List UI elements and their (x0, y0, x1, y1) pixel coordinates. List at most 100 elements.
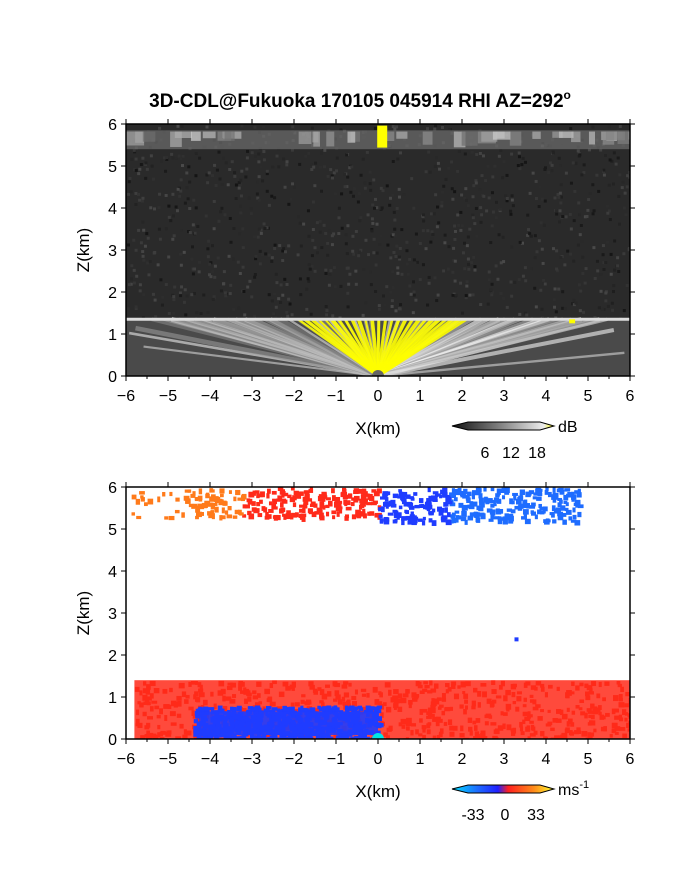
velocity-pixel (445, 519, 452, 523)
noise-speckle (557, 220, 561, 224)
x-tick-label: 1 (416, 388, 425, 405)
noise-speckle (214, 184, 218, 188)
velocity-pixel (309, 503, 316, 507)
noise-speckle (238, 183, 242, 187)
noise-speckle (150, 164, 154, 168)
noise-speckle (613, 268, 617, 272)
noise-speckle (257, 152, 261, 156)
noise-speckle (354, 269, 358, 273)
noise-speckle (217, 150, 221, 154)
velocity-pixel (455, 515, 460, 519)
noise-speckle (292, 185, 296, 189)
noise-speckle (391, 233, 395, 237)
noise-speckle (345, 185, 349, 189)
noise-speckle (194, 206, 198, 210)
velocity-pixel (458, 491, 463, 496)
velocity-pixel (565, 509, 572, 515)
x-tick-label: 0 (374, 388, 383, 405)
velocity-pixel (567, 492, 573, 497)
noise-speckle (257, 160, 261, 164)
velocity-pixel (528, 490, 535, 495)
noise-speckle (187, 230, 191, 234)
velocity-pixel (347, 706, 353, 711)
velocity-pixel (531, 511, 537, 516)
noise-speckle (397, 187, 401, 191)
approaching-region (199, 711, 378, 735)
noise-speckle (505, 305, 509, 309)
noise-speckle (447, 166, 451, 170)
velocity-pixel (426, 498, 432, 502)
velocity-pixel (392, 519, 398, 524)
noise-speckle (219, 289, 223, 293)
noise-speckle (237, 186, 241, 190)
cloud-echo (326, 131, 335, 147)
noise-speckle (593, 316, 597, 320)
noise-speckle (140, 199, 144, 203)
velocity-pixel (428, 512, 433, 516)
noise-speckle (579, 289, 583, 293)
noise-speckle (558, 191, 562, 195)
velocity-pixel (221, 507, 225, 514)
noise-speckle (616, 264, 620, 268)
noise-speckle (264, 252, 268, 256)
noise-speckle (391, 125, 395, 129)
velocity-pixel (398, 505, 403, 510)
strong-echo (377, 125, 388, 148)
noise-speckle (137, 172, 141, 176)
x-tick-label: 5 (584, 751, 593, 768)
velocity-pixel (552, 487, 556, 493)
noise-speckle (618, 222, 622, 226)
velocity-pixel (390, 499, 396, 506)
noise-speckle (230, 160, 234, 164)
noise-speckle (253, 125, 257, 129)
noise-speckle (572, 298, 576, 302)
noise-speckle (241, 246, 245, 250)
noise-speckle (270, 256, 274, 260)
velocity-pixel (268, 508, 274, 513)
velocity-pixel (295, 512, 299, 518)
velocity-pixel (319, 733, 325, 738)
velocity-pixel (490, 487, 495, 492)
velocity-pixel (425, 505, 432, 510)
cloud-echo (202, 131, 216, 139)
noise-speckle (366, 213, 370, 217)
velocity-pixel (288, 706, 295, 713)
noise-speckle (212, 296, 216, 300)
noise-speckle (540, 247, 544, 251)
noise-speckle (273, 246, 277, 250)
y-tick-label: 4 (108, 564, 117, 581)
noise-speckle (242, 290, 246, 294)
noise-speckle (553, 287, 557, 291)
velocity-pixel (537, 509, 542, 515)
noise-speckle (211, 270, 215, 274)
velocity-pixel (300, 705, 304, 711)
noise-speckle (501, 235, 505, 239)
noise-speckle (471, 195, 475, 199)
noise-speckle (395, 206, 399, 210)
noise-speckle (130, 157, 134, 161)
velocity-pixel (570, 519, 577, 523)
velocity-pixel (231, 735, 238, 739)
noise-speckle (138, 283, 142, 287)
velocity-pixel (209, 496, 216, 501)
velocity-pixel (236, 737, 243, 739)
noise-speckle (315, 251, 319, 255)
velocity-pixel (488, 498, 493, 504)
velocity-pixel (523, 499, 528, 504)
noise-speckle (357, 192, 361, 196)
noise-speckle (257, 198, 261, 202)
noise-speckle (286, 312, 290, 316)
noise-speckle (487, 270, 491, 274)
noise-speckle (474, 179, 478, 183)
noise-speckle (451, 313, 455, 317)
reflectivity-colorbar-unit: dB (558, 419, 578, 436)
noise-speckle (272, 292, 276, 296)
velocity-pixel (410, 511, 414, 517)
velocity-pixel (162, 491, 166, 497)
velocity-pixel (450, 514, 456, 519)
noise-speckle (262, 158, 266, 162)
velocity-pixel (558, 511, 564, 518)
noise-speckle (526, 213, 530, 217)
velocity-pixel (476, 517, 481, 523)
noise-speckle (350, 165, 354, 169)
